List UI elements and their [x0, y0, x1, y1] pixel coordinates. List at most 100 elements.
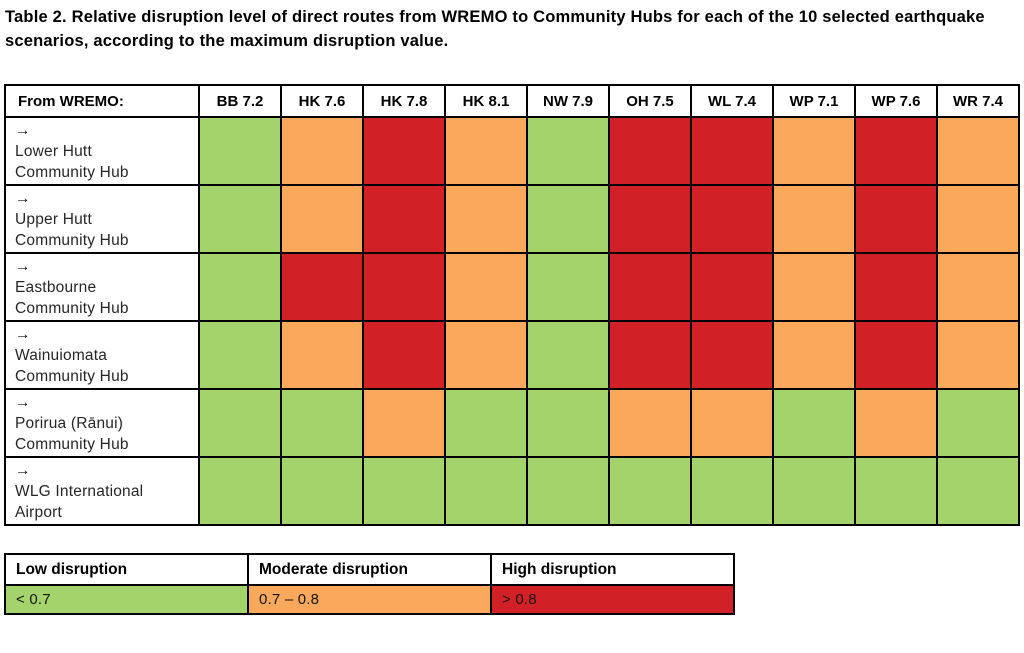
scenario-header-cell: OH 7.5	[610, 86, 690, 116]
disruption-cell-high	[364, 186, 444, 252]
legend-range-moderate: 0.7 – 0.8	[249, 586, 490, 613]
disruption-cell-moderate	[446, 186, 526, 252]
scenario-header-cell: NW 7.9	[528, 86, 608, 116]
disruption-cell-high	[610, 186, 690, 252]
disruption-cell-high	[856, 254, 936, 320]
scenario-header-cell: WR 7.4	[938, 86, 1018, 116]
disruption-cell-high	[856, 322, 936, 388]
legend-range-low: < 0.7	[6, 586, 247, 613]
disruption-cell-low	[200, 254, 280, 320]
disruption-cell-low	[528, 322, 608, 388]
disruption-cell-low	[446, 458, 526, 524]
disruption-cell-moderate	[938, 254, 1018, 320]
scenario-header-cell: HK 7.8	[364, 86, 444, 116]
scenario-header-cell: WP 7.6	[856, 86, 936, 116]
disruption-cell-low	[610, 458, 690, 524]
disruption-cell-high	[364, 322, 444, 388]
disruption-cell-moderate	[364, 390, 444, 456]
arrow-icon: →	[15, 325, 31, 343]
disruption-cell-low	[282, 458, 362, 524]
legend-label-high: High disruption	[492, 555, 733, 584]
legend-range-high: > 0.8	[492, 586, 733, 613]
disruption-table: From WREMO: BB 7.2 HK 7.6 HK 7.8 HK 8.1 NW 7.…	[4, 84, 1020, 526]
disruption-cell-moderate	[282, 186, 362, 252]
disruption-cell-moderate	[692, 390, 772, 456]
disruption-cell-moderate	[938, 118, 1018, 184]
row-label-line1: → Wainuiomata	[15, 324, 194, 366]
disruption-cell-moderate	[938, 186, 1018, 252]
disruption-cell-low	[774, 458, 854, 524]
disruption-cell-low	[528, 390, 608, 456]
disruption-cell-moderate	[610, 390, 690, 456]
row-label-text: Lower Hutt	[15, 142, 92, 160]
row-label-line1: → Upper Hutt	[15, 188, 194, 230]
disruption-cell-low	[200, 322, 280, 388]
arrow-icon: →	[15, 257, 31, 275]
row-label-line1: → Porirua (Rānui)	[15, 392, 194, 434]
disruption-cell-low	[200, 390, 280, 456]
table-caption: Table 2. Relative disruption level of di…	[5, 8, 985, 50]
row-label-line1: → WLG International	[15, 460, 194, 502]
disruption-cell-low	[364, 458, 444, 524]
disruption-cell-high	[610, 254, 690, 320]
row-label-line2: Airport	[15, 503, 63, 521]
disruption-cell-high	[610, 118, 690, 184]
disruption-cell-low	[856, 458, 936, 524]
disruption-cell-high	[692, 322, 772, 388]
arrow-icon: →	[15, 393, 31, 411]
disruption-cell-high	[856, 186, 936, 252]
row-label: → Porirua (Rānui) Community Hub	[6, 390, 198, 456]
disruption-cell-low	[200, 186, 280, 252]
disruption-cell-high	[692, 254, 772, 320]
disruption-cell-low	[200, 118, 280, 184]
disruption-cell-high	[364, 118, 444, 184]
disruption-cell-high	[610, 322, 690, 388]
disruption-cell-low	[528, 118, 608, 184]
disruption-cell-low	[528, 458, 608, 524]
disruption-cell-moderate	[446, 254, 526, 320]
disruption-cell-low	[200, 458, 280, 524]
disruption-cell-moderate	[774, 186, 854, 252]
row-label-line2: Community Hub	[15, 299, 129, 317]
row-label-line2: Community Hub	[15, 367, 129, 385]
disruption-cell-moderate	[282, 322, 362, 388]
disruption-cell-low	[282, 390, 362, 456]
row-label-text: Wainuiomata	[15, 346, 108, 364]
disruption-cell-high	[856, 118, 936, 184]
disruption-cell-low	[938, 390, 1018, 456]
disruption-cell-moderate	[282, 118, 362, 184]
scenario-header-cell: HK 7.6	[282, 86, 362, 116]
disruption-cell-moderate	[774, 118, 854, 184]
legend: Low disruption Moderate disruption High …	[4, 553, 735, 615]
legend-label-low: Low disruption	[6, 555, 247, 584]
row-label-text: Upper Hutt	[15, 210, 92, 228]
arrow-icon: →	[15, 189, 31, 207]
row-label-line2: Community Hub	[15, 435, 129, 453]
disruption-cell-moderate	[856, 390, 936, 456]
disruption-cell-moderate	[774, 322, 854, 388]
row-label: → Upper Hutt Community Hub	[6, 186, 198, 252]
disruption-cell-low	[528, 254, 608, 320]
row-label-line1: → Lower Hutt	[15, 120, 194, 162]
row-label-text: Eastbourne	[15, 278, 97, 296]
disruption-cell-moderate	[446, 322, 526, 388]
disruption-cell-moderate	[938, 322, 1018, 388]
row-label: → Eastbourne Community Hub	[6, 254, 198, 320]
disruption-cell-low	[692, 458, 772, 524]
scenario-header-cell: WP 7.1	[774, 86, 854, 116]
row-label: → WLG International Airport	[6, 458, 198, 524]
disruption-cell-moderate	[774, 254, 854, 320]
scenario-header-cell: WL 7.4	[692, 86, 772, 116]
arrow-icon: →	[15, 121, 31, 139]
arrow-icon: →	[15, 461, 31, 479]
legend-label-moderate: Moderate disruption	[249, 555, 490, 584]
row-label: → Wainuiomata Community Hub	[6, 322, 198, 388]
disruption-cell-low	[446, 390, 526, 456]
disruption-cell-high	[692, 186, 772, 252]
row-label: → Lower Hutt Community Hub	[6, 118, 198, 184]
disruption-cell-high	[282, 254, 362, 320]
disruption-cell-moderate	[446, 118, 526, 184]
row-label-line1: → Eastbourne	[15, 256, 194, 298]
disruption-cell-low	[774, 390, 854, 456]
row-label-text: WLG International	[15, 482, 144, 500]
